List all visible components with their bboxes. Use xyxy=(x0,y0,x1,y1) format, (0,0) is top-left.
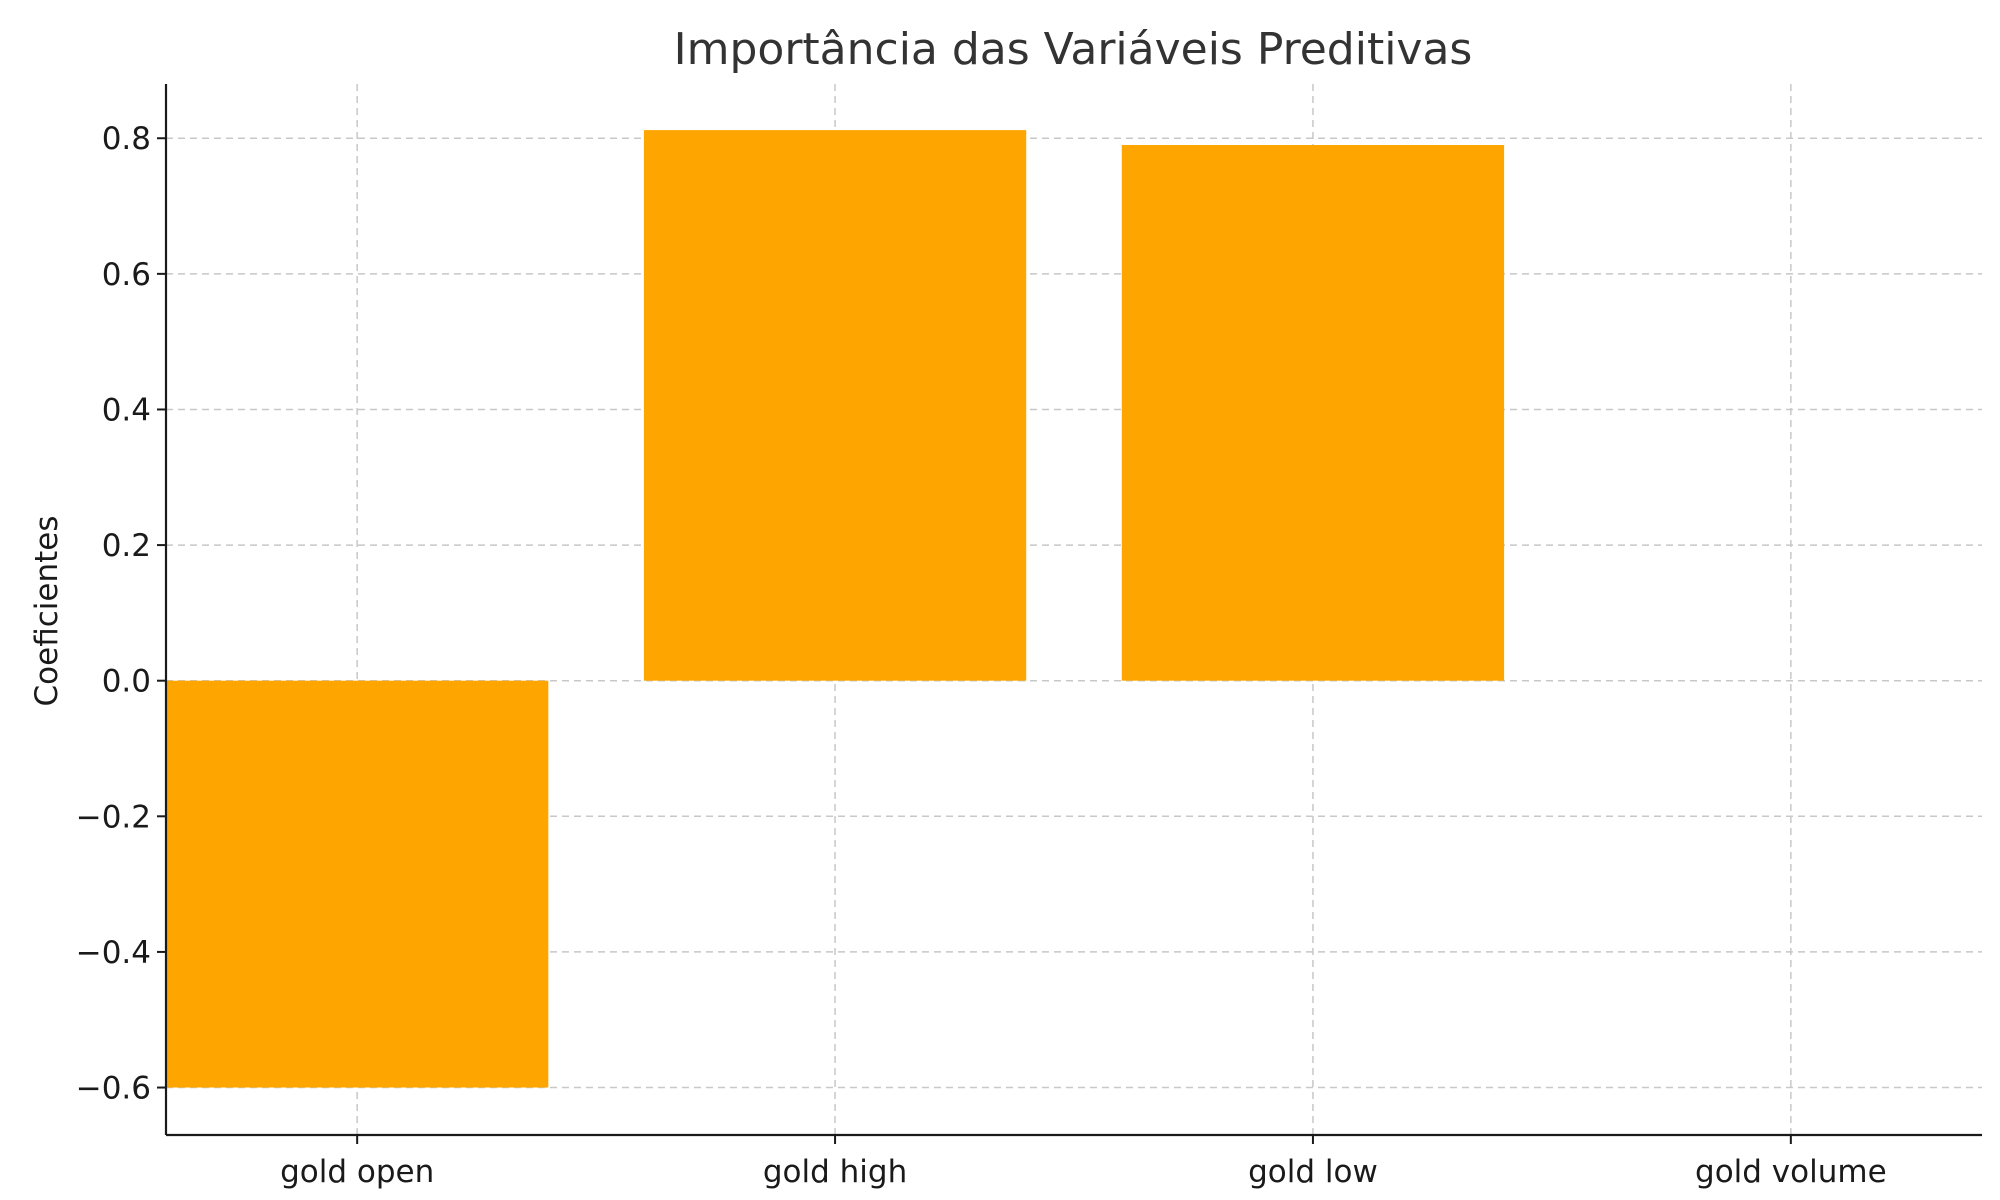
y-tick-label: 0.0 xyxy=(102,664,151,700)
x-ticks-group: gold open gold high gold low gold volume xyxy=(280,1135,1887,1190)
x-tick-label: gold low xyxy=(1248,1154,1378,1190)
axes-group xyxy=(164,84,1982,1137)
y-tick-label: −0.6 xyxy=(76,1071,151,1107)
bar-gold-low xyxy=(1121,145,1505,681)
bar-gold-open xyxy=(166,680,549,1088)
x-tick-label: gold high xyxy=(763,1154,907,1190)
y-tick-label: −0.4 xyxy=(76,935,151,971)
y-tick-label: 0.6 xyxy=(102,257,151,293)
y-axis-label: Coeficientes xyxy=(29,516,65,707)
y-tick-label: −0.2 xyxy=(76,799,151,835)
y-tick-label: 0.8 xyxy=(102,121,151,157)
bars-group xyxy=(166,130,1505,1088)
x-tick-label: gold volume xyxy=(1695,1154,1887,1190)
y-ticks-group: −0.6 −0.4 −0.2 0.0 0.2 0.4 0.6 0.8 xyxy=(76,121,166,1107)
y-tick-label: 0.4 xyxy=(102,392,151,428)
y-tick-label: 0.2 xyxy=(102,528,151,564)
x-tick-label: gold open xyxy=(280,1154,434,1190)
bar-gold-high xyxy=(643,130,1027,681)
chart-title: Importância das Variáveis Preditivas xyxy=(674,24,1473,75)
